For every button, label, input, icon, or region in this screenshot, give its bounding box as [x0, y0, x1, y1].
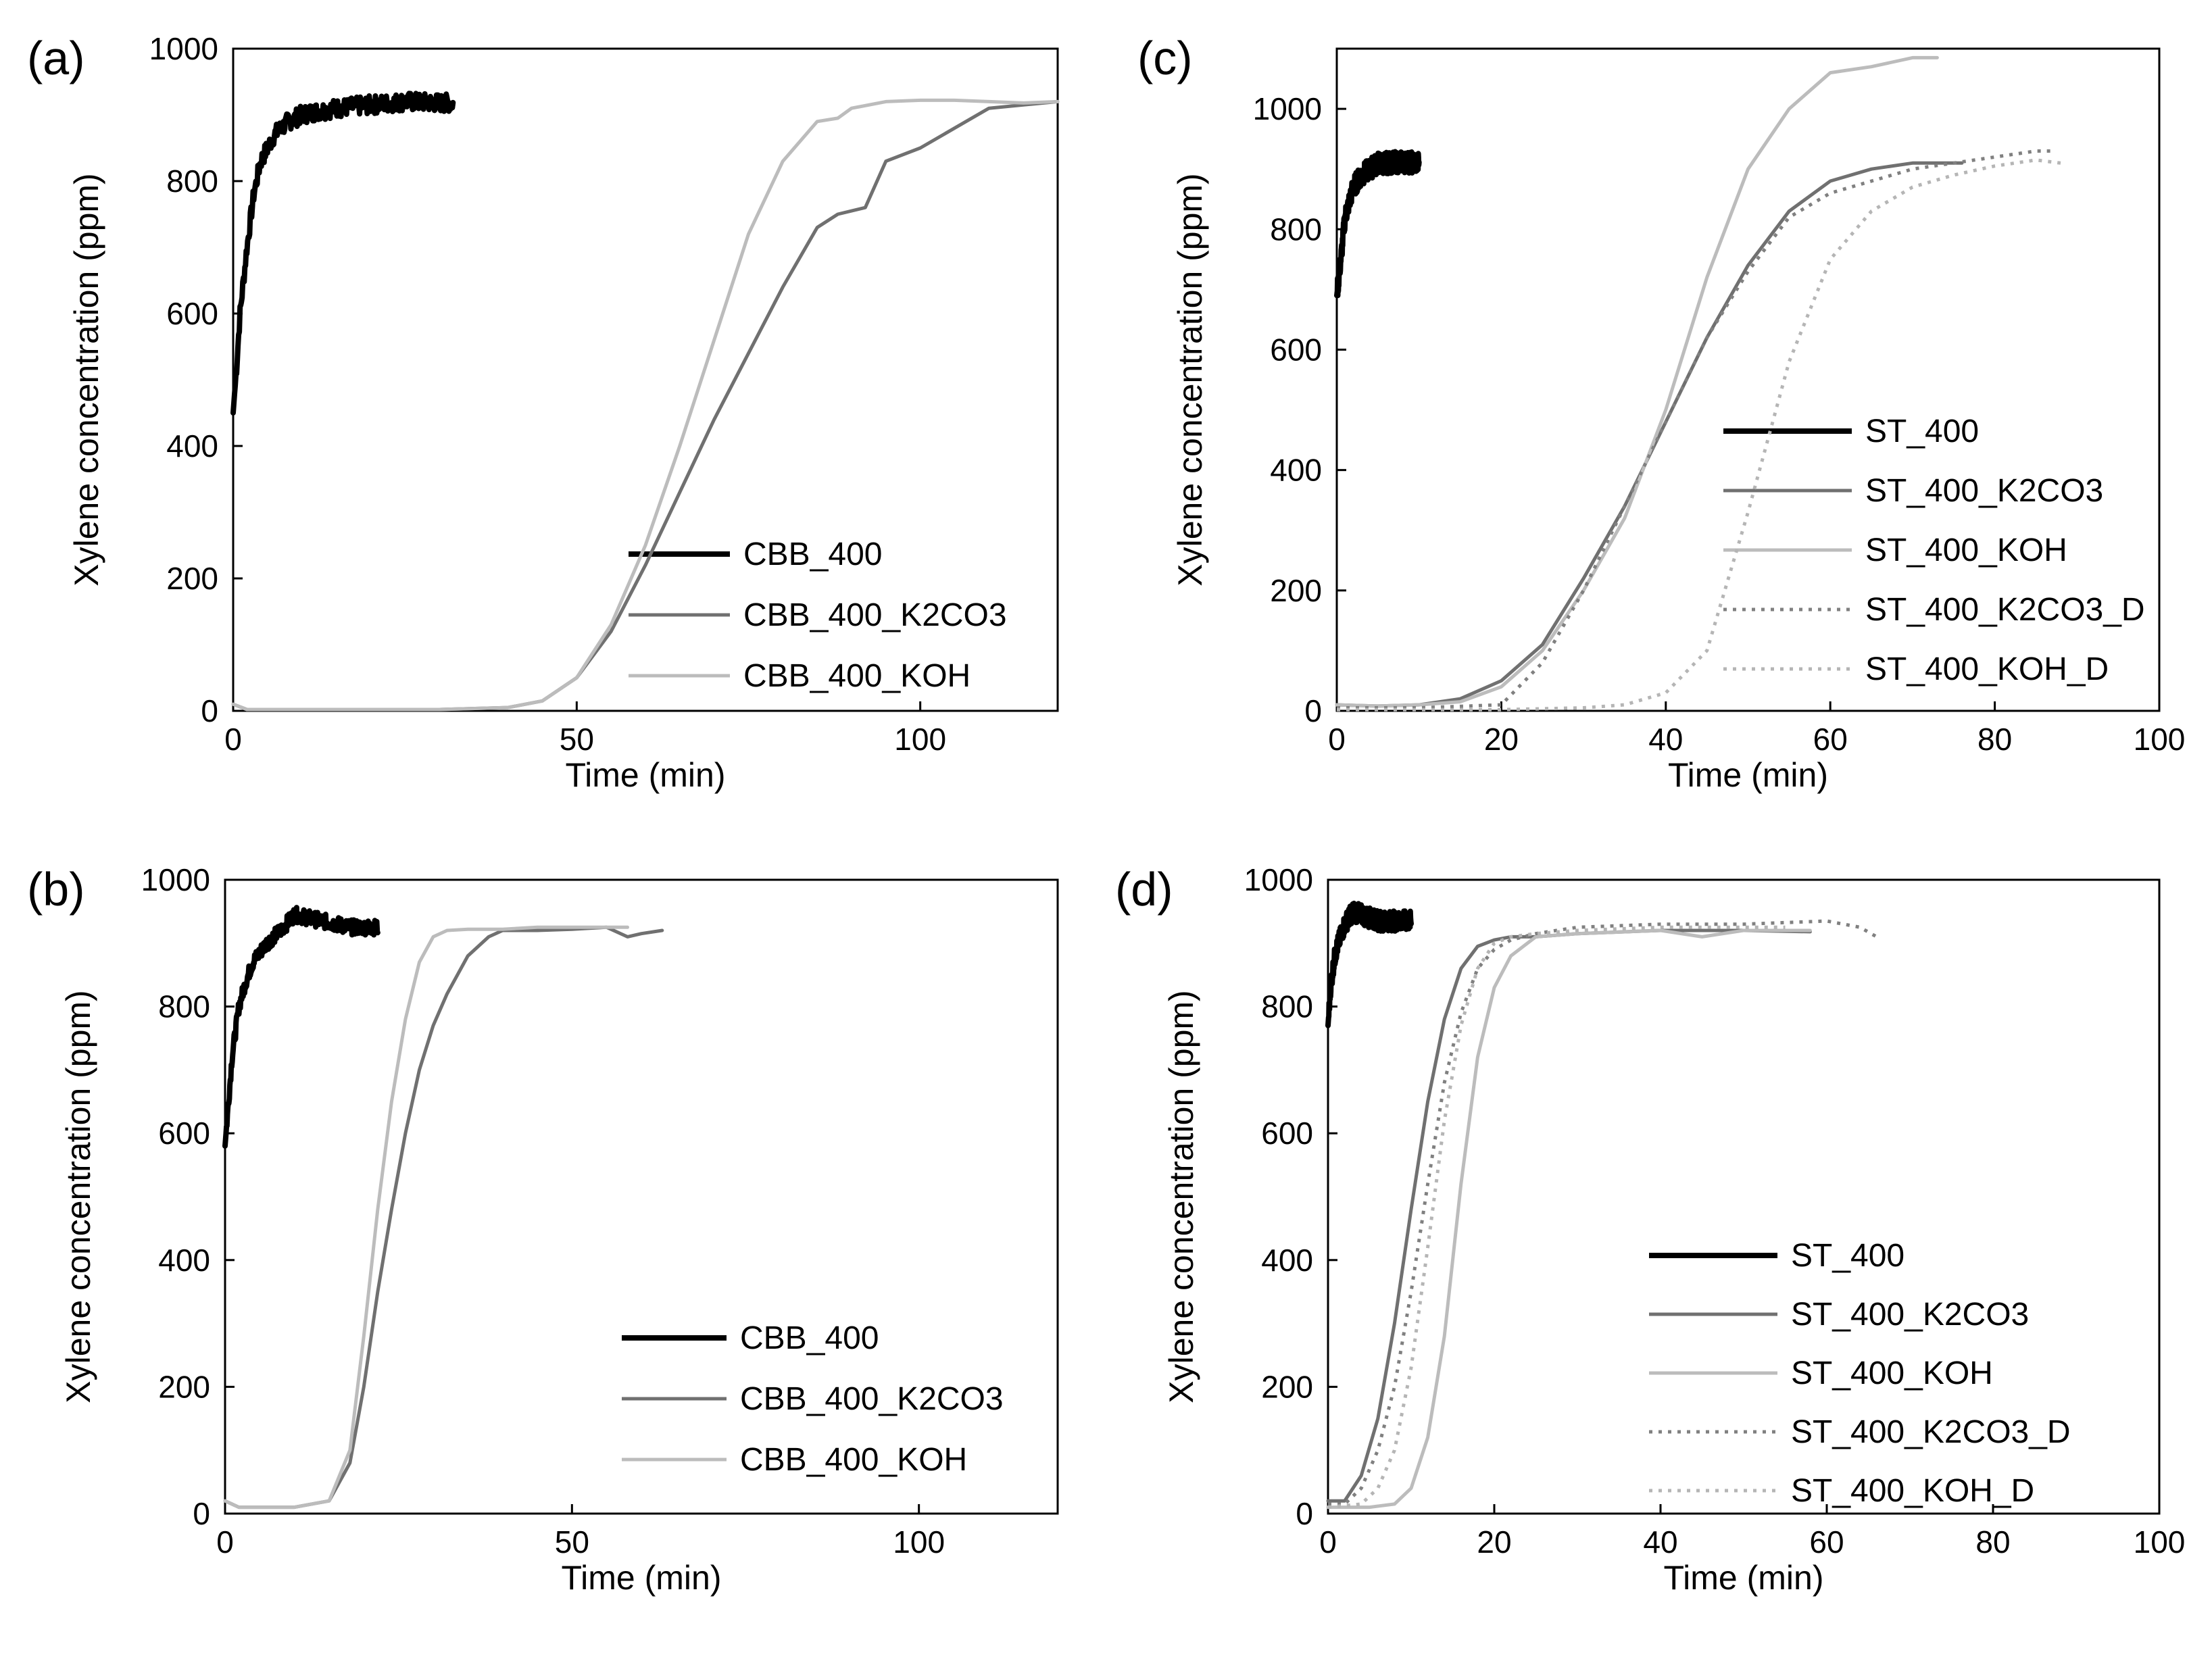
x-tick-label: 100: [893, 1524, 945, 1560]
legend-label: ST_400_K2CO3_D: [1791, 1414, 2071, 1450]
plot-frame: [1335, 47, 2161, 712]
x-tick-label: 100: [2134, 722, 2186, 757]
legend-label: ST_400_K2CO3: [1791, 1297, 2029, 1332]
panel-label: (b): [27, 863, 85, 916]
series-line-st-400: [1334, 149, 1422, 299]
y-tick-label: 600: [1270, 332, 1322, 367]
x-tick-label: 60: [1813, 722, 1848, 757]
x-tick-label: 80: [1977, 722, 2012, 757]
series-line-st-400-koh-d: [1337, 158, 2061, 712]
y-tick-label: 0: [193, 1496, 210, 1531]
plot-frame: [1327, 878, 2161, 1515]
series-line-cbb-400-koh: [223, 925, 629, 1510]
panel-3: (c) 0 200 400 600 800 1000 0 20 40 60 80 100 Time (mi…: [1137, 32, 2185, 794]
x-tick-label: 50: [555, 1524, 589, 1560]
legend-label: ST_400_KOH: [1865, 532, 2067, 568]
x-axis-label: Time (min): [561, 1559, 721, 1597]
panel-1: (a) 0 200 400 600 800 1000 0 50 100 Time (min) Xyle…: [27, 31, 1060, 794]
x-tick-label: 0: [1328, 722, 1346, 757]
series-line-st-400-k2co3-d: [1328, 919, 1878, 1506]
legend-label: CBB_400_K2CO3: [740, 1381, 1004, 1417]
legend-label: CBB_400_K2CO3: [743, 597, 1007, 633]
legend-label: ST_400: [1865, 414, 1979, 449]
legend-label: ST_400_K2CO3_D: [1865, 592, 2145, 628]
legend-label: CBB_400: [740, 1320, 879, 1356]
y-tick-label: 1000: [1244, 862, 1313, 897]
series-line-st-400: [1325, 900, 1414, 1028]
panel-label: (a): [27, 32, 85, 84]
panel-2: (b) 0 200 400 600 800 1000 0 50 100 Time (min) Xyle…: [27, 862, 1059, 1597]
y-axis-label: Xylene concentration (ppm): [68, 173, 105, 586]
y-tick-label: 0: [1296, 1496, 1313, 1531]
y-tick-label: 1000: [1253, 91, 1322, 126]
y-tick-label: 1000: [141, 862, 210, 897]
x-tick-label: 40: [1648, 722, 1683, 757]
y-tick-label: 400: [158, 1243, 210, 1278]
y-tick-label: 0: [1304, 693, 1322, 728]
legend-label: ST_400_KOH_D: [1791, 1473, 2034, 1509]
legend-label: CBB_400_KOH: [743, 658, 970, 694]
y-axis-label: Xylene concentration (ppm): [59, 990, 97, 1403]
panel-4: (d) 0 200 400 600 800 1000 0 20 40 60 80 100 Time (mi…: [1115, 862, 2185, 1597]
panel-label: (d): [1115, 863, 1173, 916]
y-tick-label: 600: [158, 1116, 210, 1151]
x-tick-label: 20: [1484, 722, 1519, 757]
y-tick-label: 400: [1261, 1243, 1313, 1278]
y-axis-label: Xylene concentration (ppm): [1162, 990, 1200, 1403]
x-axis-label: Time (min): [1668, 756, 1828, 794]
y-tick-label: 1000: [149, 31, 218, 66]
x-tick-label: 60: [1809, 1524, 1844, 1560]
legend-label: CBB_400_KOH: [740, 1442, 967, 1478]
x-tick-label: 40: [1643, 1524, 1677, 1560]
series-line-cbb-400: [230, 91, 456, 416]
y-tick-label: 800: [1270, 211, 1322, 247]
y-tick-label: 200: [158, 1369, 210, 1404]
y-tick-label: 800: [166, 164, 218, 199]
y-tick-label: 200: [1270, 573, 1322, 608]
y-tick-label: 800: [158, 989, 210, 1024]
y-tick-label: 0: [201, 693, 218, 728]
y-tick-label: 800: [1261, 989, 1313, 1024]
legend-label: ST_400_KOH_D: [1865, 651, 2109, 687]
panel-label: (c): [1137, 32, 1193, 84]
series-line-cbb-400: [222, 905, 380, 1149]
x-tick-label: 0: [1319, 1524, 1337, 1560]
plot-frame: [224, 878, 1059, 1515]
x-tick-label: 20: [1477, 1524, 1511, 1560]
x-axis-label: Time (min): [1663, 1559, 1823, 1597]
legend-label: ST_400: [1791, 1238, 1904, 1274]
y-tick-label: 400: [166, 428, 218, 464]
series-line-st-400-koh: [1326, 928, 1812, 1510]
y-axis-label: Xylene concentration (ppm): [1171, 173, 1209, 586]
x-tick-label: 0: [224, 722, 242, 757]
legend-label: CBB_400: [743, 537, 882, 572]
legend-label: ST_400_K2CO3: [1865, 473, 2103, 509]
y-tick-label: 600: [1261, 1116, 1313, 1151]
y-tick-label: 600: [166, 296, 218, 331]
x-tick-label: 0: [216, 1524, 234, 1560]
series-line-cbb-400-k2co3: [223, 925, 664, 1510]
x-tick-label: 100: [894, 722, 946, 757]
series-line-cbb-400-koh: [231, 98, 1060, 712]
series-line-st-400-koh-d: [1327, 925, 1786, 1510]
x-tick-label: 50: [560, 722, 594, 757]
y-tick-label: 400: [1270, 453, 1322, 488]
x-tick-label: 100: [2134, 1524, 2186, 1560]
legend-label: ST_400_KOH: [1791, 1355, 1993, 1391]
x-tick-label: 80: [1975, 1524, 2010, 1560]
y-tick-label: 200: [1261, 1369, 1313, 1404]
y-tick-label: 200: [166, 561, 218, 596]
x-axis-label: Time (min): [565, 756, 725, 794]
